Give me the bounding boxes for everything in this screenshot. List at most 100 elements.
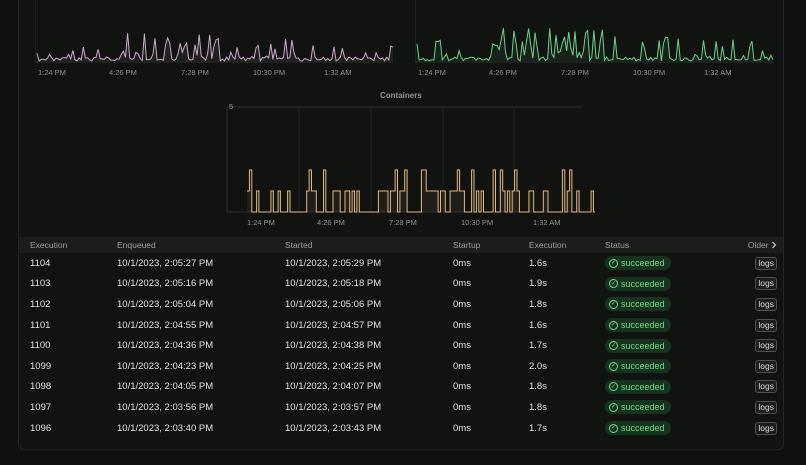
logs-button[interactable]: logs — [755, 421, 777, 435]
status-badge: ✓ succeeded — [605, 359, 671, 374]
status-cell: ✓ succeeded — [605, 356, 721, 377]
check-circle-icon: ✓ — [609, 423, 618, 433]
check-circle-icon: ✓ — [609, 382, 618, 392]
logs-cell: logs — [721, 294, 783, 315]
check-circle-icon: ✓ — [609, 320, 618, 330]
status-label: succeeded — [621, 278, 665, 289]
logs-cell: logs — [721, 335, 783, 356]
logs-button[interactable]: logs — [755, 297, 777, 311]
status-badge: ✓ succeeded — [605, 297, 671, 312]
x-tick-label: 1:32 AM — [533, 218, 561, 227]
logs-button[interactable]: logs — [755, 318, 777, 332]
started-time: 10/1/2023, 2:03:57 PM — [285, 401, 382, 413]
startup-duration: 0ms — [453, 381, 471, 393]
table-row[interactable]: 1096 10/1/2023, 2:03:40 PM 10/1/2023, 2:03… — [19, 418, 783, 439]
execution-duration: 2.0s — [529, 360, 547, 372]
header-duration: Execution — [529, 240, 567, 250]
x-tick-label: 4:26 PM — [489, 68, 517, 77]
header-enqueued: Enqueued — [117, 240, 156, 250]
table-row[interactable]: 1097 10/1/2023, 2:03:56 PM 10/1/2023, 2:03… — [19, 397, 783, 418]
containers-y-max-label: 5 — [229, 102, 233, 111]
status-badge: ✓ succeeded — [605, 400, 671, 415]
execution-id: 1098 — [30, 381, 52, 393]
started-time: 10/1/2023, 2:04:07 PM — [285, 381, 382, 393]
x-tick-label: 4:26 PM — [109, 68, 137, 77]
started-time: 10/1/2023, 2:04:57 PM — [285, 319, 382, 331]
executions-panel: 1:24 PM 4:26 PM 7:28 PM 10:30 PM 1:32 AM 1:2… — [18, 0, 784, 450]
right-usage-chart: 1:24 PM 4:26 PM 7:28 PM 10:30 PM 1:32 AM — [415, 0, 774, 77]
status-cell: ✓ succeeded — [605, 274, 721, 295]
logs-cell: logs — [721, 377, 783, 398]
logs-button[interactable]: logs — [755, 256, 777, 270]
x-tick-label: 7:28 PM — [181, 68, 209, 77]
execution-id: 1099 — [30, 360, 52, 372]
older-link[interactable]: Older — [721, 237, 783, 253]
chevron-right-icon — [771, 240, 777, 250]
status-label: succeeded — [621, 299, 665, 310]
table-row[interactable]: 1103 10/1/2023, 2:05:16 PM 10/1/2023, 2:05… — [19, 274, 783, 295]
left-series-area — [37, 33, 393, 61]
enqueued-time: 10/1/2023, 2:05:16 PM — [117, 278, 214, 290]
execution-id: 1104 — [30, 257, 51, 269]
right-x-ticks: 1:24 PM 4:26 PM 7:28 PM 10:30 PM 1:32 AM — [418, 68, 732, 77]
started-time: 10/1/2023, 2:04:25 PM — [285, 360, 382, 372]
logs-button[interactable]: logs — [755, 380, 777, 394]
table-row[interactable]: 1098 10/1/2023, 2:04:05 PM 10/1/2023, 2:04… — [19, 377, 783, 398]
logs-button[interactable]: logs — [755, 400, 777, 414]
status-badge: ✓ succeeded — [605, 379, 671, 394]
x-tick-label: 4:26 PM — [317, 218, 345, 227]
execution-id: 1101 — [30, 319, 51, 331]
executions-table: Execution Enqueued Started Startup Execu… — [19, 237, 783, 438]
startup-duration: 0ms — [453, 360, 471, 372]
logs-cell: logs — [721, 418, 783, 439]
enqueued-time: 10/1/2023, 2:04:23 PM — [117, 360, 214, 372]
execution-duration: 1.8s — [529, 298, 547, 310]
enqueued-time: 10/1/2023, 2:04:55 PM — [117, 319, 214, 331]
started-time: 10/1/2023, 2:03:43 PM — [285, 422, 382, 434]
containers-grid — [298, 107, 515, 212]
status-cell: ✓ succeeded — [605, 315, 721, 336]
containers-chart-title: Containers — [380, 91, 422, 100]
check-circle-icon: ✓ — [609, 361, 618, 371]
x-tick-label: 10:30 PM — [633, 68, 665, 77]
table-row[interactable]: 1100 10/1/2023, 2:04:36 PM 10/1/2023, 2:04… — [19, 335, 783, 356]
logs-button[interactable]: logs — [755, 359, 777, 373]
older-label: Older — [747, 240, 769, 250]
x-tick-label: 7:28 PM — [389, 218, 417, 227]
started-time: 10/1/2023, 2:05:06 PM — [285, 298, 382, 310]
startup-duration: 0ms — [453, 401, 471, 413]
status-label: succeeded — [621, 340, 665, 351]
logs-cell: logs — [721, 397, 783, 418]
table-row[interactable]: 1099 10/1/2023, 2:04:23 PM 10/1/2023, 2:04… — [19, 356, 783, 377]
execution-duration: 1.7s — [529, 422, 547, 434]
execution-id: 1103 — [30, 278, 51, 290]
startup-duration: 0ms — [453, 319, 471, 331]
logs-cell: logs — [721, 253, 783, 274]
status-badge: ✓ succeeded — [605, 256, 671, 271]
table-row[interactable]: 1101 10/1/2023, 2:04:55 PM 10/1/2023, 2:04… — [19, 315, 783, 336]
containers-series-area — [247, 170, 595, 212]
execution-duration: 1.8s — [529, 381, 547, 393]
execution-duration: 1.8s — [529, 401, 547, 413]
status-cell: ✓ succeeded — [605, 294, 721, 315]
status-badge: ✓ succeeded — [605, 338, 671, 353]
status-label: succeeded — [621, 423, 665, 434]
logs-button[interactable]: logs — [755, 277, 777, 291]
logs-cell: logs — [721, 274, 783, 295]
table-row[interactable]: 1104 10/1/2023, 2:05:27 PM 10/1/2023, 2:05… — [19, 253, 783, 274]
startup-duration: 0ms — [453, 257, 471, 269]
check-circle-icon: ✓ — [609, 258, 618, 268]
x-tick-label: 10:30 PM — [461, 218, 493, 227]
execution-id: 1100 — [30, 340, 51, 352]
startup-duration: 0ms — [453, 278, 471, 290]
logs-button[interactable]: logs — [755, 339, 777, 353]
containers-x-ticks: 1:24 PM 4:26 PM 7:28 PM 10:30 PM 1:32 AM — [247, 218, 561, 227]
table-row[interactable]: 1102 10/1/2023, 2:05:04 PM 10/1/2023, 2:05… — [19, 294, 783, 315]
execution-id: 1096 — [30, 422, 52, 434]
execution-duration: 1.7s — [529, 340, 547, 352]
check-circle-icon: ✓ — [609, 402, 618, 412]
enqueued-time: 10/1/2023, 2:05:04 PM — [117, 298, 214, 310]
enqueued-time: 10/1/2023, 2:05:27 PM — [117, 257, 214, 269]
status-cell: ✓ succeeded — [605, 335, 721, 356]
execution-duration: 1.6s — [529, 257, 547, 269]
